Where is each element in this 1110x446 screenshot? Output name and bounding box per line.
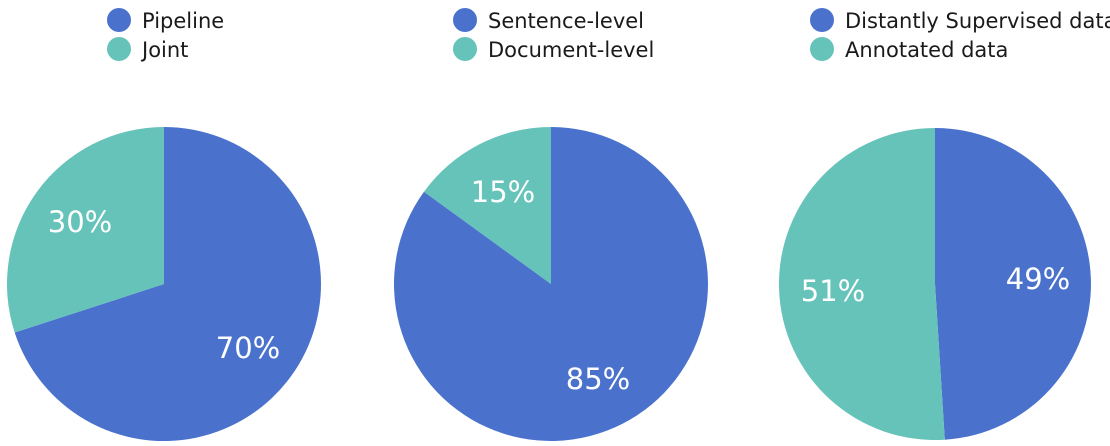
legend-label-sentence-level: Sentence-level <box>488 9 644 33</box>
legend-swatch-document-level <box>453 37 477 61</box>
legend-swatch-joint <box>107 37 131 61</box>
legend-chart-1: Pipeline Joint <box>107 8 224 62</box>
legend-label-pipeline: Pipeline <box>142 9 224 33</box>
legend-swatch-annotated-data <box>810 37 834 61</box>
legend-swatch-pipeline <box>107 8 131 32</box>
pie-slice-document-level <box>423 127 551 284</box>
legend-swatch-distantly-supervised-data <box>810 8 834 32</box>
pies-group: 70% 30% 85% 15% 49% 51% <box>6 127 1091 441</box>
legend-label-joint: Joint <box>140 38 188 62</box>
legend-label-annotated-data: Annotated data <box>845 38 1008 62</box>
pie-slice-pipeline <box>14 127 321 441</box>
slice-value-label-joint: 30% <box>48 205 112 239</box>
legend-chart-3: Distantly Supervised data Annotated data <box>810 8 1110 62</box>
slice-value-label-sentence-level: 85% <box>566 362 630 396</box>
slice-value-label-pipeline: 70% <box>216 331 280 365</box>
legend-chart-2: Sentence-level Document-level <box>453 8 654 62</box>
pie-slice-sentence-level <box>393 127 708 441</box>
legend-label-document-level: Document-level <box>488 38 654 62</box>
slice-value-label-distantly-supervised-data: 49% <box>1006 262 1070 296</box>
pie-chart-2: 85% 15% <box>393 127 708 441</box>
legend-swatch-sentence-level <box>453 8 477 32</box>
slice-value-label-annotated-data: 51% <box>801 274 865 308</box>
pie-chart-3: 49% 51% <box>778 128 1091 440</box>
pie-chart-1: 70% 30% <box>6 127 321 441</box>
pie-slice-joint <box>6 127 164 333</box>
legend-label-distantly-supervised-data: Distantly Supervised data <box>845 9 1110 33</box>
pie-slice-annotated-data <box>778 128 945 440</box>
pie-slice-distantly-supervised-data <box>935 128 1091 440</box>
slice-value-label-document-level: 15% <box>471 175 535 209</box>
